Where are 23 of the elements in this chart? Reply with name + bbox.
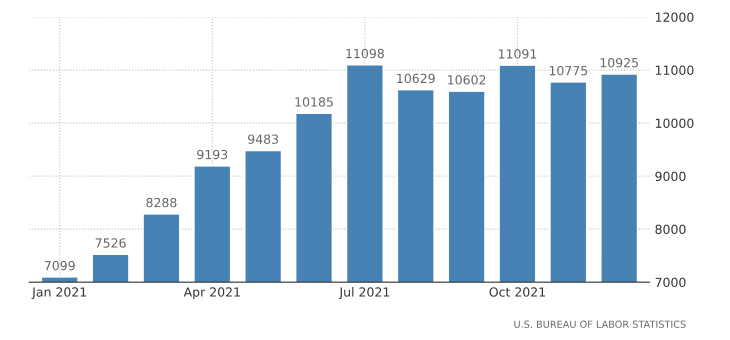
data-label: 10629 — [397, 74, 435, 84]
y-tick-label: 9000 — [655, 172, 686, 182]
data-label: 10925 — [600, 58, 638, 68]
y-tick-label: 8000 — [655, 224, 686, 234]
x-tick-label: Jul 2021 — [338, 287, 390, 300]
data-label: 10775 — [550, 66, 588, 76]
data-label: 9483 — [248, 134, 278, 144]
y-tick-label: 12000 — [656, 12, 694, 22]
y-tick-label: 10000 — [656, 118, 694, 128]
data-label: 11091 — [498, 49, 536, 59]
x-tick-label: Oct 2021 — [489, 287, 546, 297]
data-label: 10602 — [448, 75, 486, 85]
y-tick-label: 11000 — [656, 66, 694, 75]
data-label: 7099 — [44, 260, 75, 270]
data-label: 10185 — [296, 97, 333, 107]
data-label: 7526 — [96, 238, 126, 248]
data-label: 9193 — [197, 150, 228, 160]
data-label: 11098 — [346, 48, 384, 58]
y-tick-label: 7000 — [656, 278, 686, 288]
x-tick-label: Apr 2021 — [184, 287, 240, 300]
data-label: 8288 — [146, 198, 176, 208]
x-tick-label: Jan 2021 — [32, 287, 86, 300]
text: U.S. BUREAU OF LABOR STATISTICS — [514, 320, 686, 328]
